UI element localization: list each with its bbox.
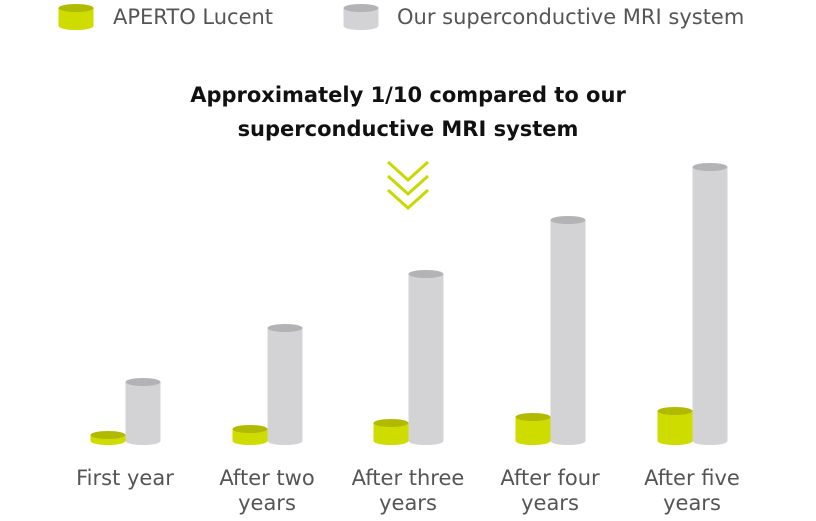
x-tick-label: First year bbox=[76, 466, 174, 490]
x-tick-label: After three years bbox=[351, 466, 465, 515]
cylinder-top bbox=[232, 425, 268, 433]
bar bbox=[692, 163, 728, 445]
cylinder-top bbox=[373, 419, 409, 427]
cylinder-body bbox=[692, 167, 728, 441]
bar bbox=[373, 419, 409, 445]
bar bbox=[550, 216, 586, 445]
bar bbox=[267, 324, 303, 445]
cylinder-top bbox=[657, 407, 693, 415]
legend-icon bbox=[58, 4, 94, 30]
cylinder-top bbox=[515, 413, 551, 421]
cylinder-top bbox=[90, 431, 126, 439]
bar bbox=[515, 413, 551, 445]
bar bbox=[125, 378, 161, 445]
cylinder-base bbox=[343, 22, 379, 30]
cylinder-base bbox=[408, 437, 444, 445]
legend-label: APERTO Lucent bbox=[113, 5, 274, 29]
legend-icon bbox=[343, 4, 379, 30]
x-tick-label: After two years bbox=[219, 466, 315, 515]
bar bbox=[232, 425, 268, 445]
x-tick-label: After five years bbox=[644, 466, 740, 515]
cylinder-body bbox=[343, 8, 379, 26]
cylinder-body bbox=[125, 382, 161, 441]
cylinder-top bbox=[550, 216, 586, 224]
cylinder-body bbox=[267, 328, 303, 441]
cylinder-base bbox=[550, 437, 586, 445]
cylinder-body bbox=[657, 411, 693, 441]
x-tick-label: After four years bbox=[500, 466, 600, 515]
cylinder-base bbox=[657, 437, 693, 445]
cylinder-body bbox=[550, 220, 586, 441]
cylinder-top bbox=[125, 378, 161, 386]
cylinder-base bbox=[515, 437, 551, 445]
cylinder-top bbox=[267, 324, 303, 332]
bar bbox=[657, 407, 693, 445]
cylinder-top bbox=[58, 4, 94, 12]
legend-label: Our superconductive MRI system bbox=[397, 5, 745, 29]
bar bbox=[408, 270, 444, 445]
cylinder-base bbox=[90, 437, 126, 445]
cylinder-base bbox=[58, 22, 94, 30]
cylinder-base bbox=[692, 437, 728, 445]
annotation: Approximately 1/10 compared to our super… bbox=[190, 83, 626, 141]
arrow-icon bbox=[386, 160, 430, 211]
cylinder-body bbox=[408, 274, 444, 441]
cylinder-base bbox=[267, 437, 303, 445]
cylinder-body bbox=[58, 8, 94, 26]
cylinder-base bbox=[373, 437, 409, 445]
cylinder-base bbox=[125, 437, 161, 445]
cylinder-top bbox=[343, 4, 379, 12]
cylinder-top bbox=[692, 163, 728, 171]
bar bbox=[90, 431, 126, 445]
cylinder-top bbox=[408, 270, 444, 278]
cylinder-body bbox=[373, 423, 409, 441]
cylinder-base bbox=[232, 437, 268, 445]
